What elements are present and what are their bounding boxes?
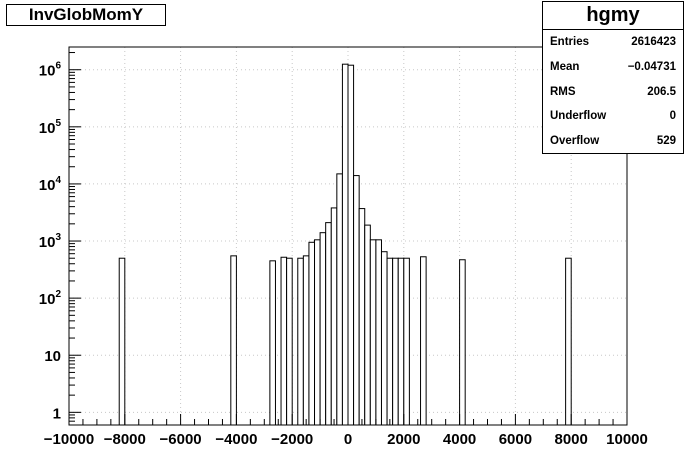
- stats-value: 529: [656, 135, 676, 148]
- y-tick-label: 10: [44, 348, 61, 365]
- histogram-bar: [280, 256, 288, 426]
- stats-label: Mean: [550, 60, 580, 73]
- stats-label: RMS: [550, 85, 576, 98]
- x-tick-label: 10000: [606, 431, 648, 448]
- grid-lines: [68, 47, 628, 425]
- y-tick-label: 106: [39, 61, 62, 80]
- histogram-bar: [358, 208, 366, 426]
- histogram-bar: [286, 257, 293, 426]
- x-tick-label: −4000: [215, 431, 257, 448]
- histogram-bars: [118, 63, 572, 426]
- histogram-bar: [397, 257, 405, 426]
- x-tick-label: 0: [344, 431, 352, 448]
- histogram-bar: [420, 256, 427, 426]
- histogram-bar: [459, 259, 466, 426]
- histogram-bar: [118, 257, 126, 426]
- histogram-bar: [336, 173, 343, 426]
- x-tick-label: 6000: [499, 431, 532, 448]
- histogram-bar: [319, 232, 327, 426]
- histogram-bar: [308, 241, 316, 426]
- histogram-bar: [369, 239, 377, 426]
- histogram-bar: [230, 255, 237, 426]
- x-tick-label: 8000: [555, 431, 588, 448]
- stats-value: 206.5: [647, 85, 676, 98]
- histogram-bar: [341, 63, 349, 426]
- stats-value: −0.04731: [627, 60, 676, 73]
- y-tick-label: 105: [39, 118, 62, 137]
- histogram-bar: [565, 257, 572, 426]
- histogram-bar: [386, 257, 394, 426]
- histogram-bar: [330, 207, 338, 426]
- x-tick-label: −8000: [104, 431, 146, 448]
- stats-row-entries: Entries 2616423: [543, 30, 683, 55]
- y-tick-label: 102: [39, 289, 62, 308]
- histogram-bar: [392, 257, 399, 426]
- stats-label: Entries: [550, 36, 589, 48]
- stats-label: Overflow: [550, 135, 600, 148]
- stats-value: 2616423: [631, 36, 676, 48]
- histogram-bar: [269, 260, 276, 426]
- histogram-bar: [380, 251, 388, 426]
- histogram-bar: [325, 222, 332, 426]
- chart-title: InvGlobMomY: [6, 4, 166, 26]
- stats-row-rms: RMS 206.5: [543, 80, 683, 105]
- y-tick-label: 1: [53, 405, 61, 422]
- x-tick-label: −6000: [160, 431, 202, 448]
- y-tick-label: 103: [39, 232, 62, 251]
- histogram-bar: [353, 175, 360, 426]
- stats-row-overflow: Overflow 529: [543, 129, 683, 154]
- histogram-bar: [347, 64, 355, 426]
- stats-histogram-name: hgmy: [543, 2, 683, 30]
- x-tick-label: −10000: [44, 431, 94, 448]
- stats-row-mean: Mean −0.04731: [543, 55, 683, 80]
- x-axis: −10000 −8000 −6000 −4000 −2000 0 2000 4000 6000 8…: [44, 414, 648, 448]
- histogram-bar: [302, 255, 310, 426]
- histogram-bar: [297, 257, 304, 426]
- y-axis: 1 10 102 103 104 105 106: [39, 52, 81, 426]
- stats-box: hgmy Entries 2616423 Mean −0.04731 RMS 2…: [542, 1, 684, 154]
- y-tick-label: 104: [39, 175, 62, 194]
- histogram-bar: [364, 224, 371, 426]
- histogram-bar: [403, 257, 410, 426]
- histogram-bar: [375, 239, 382, 426]
- x-tick-label: 2000: [387, 431, 420, 448]
- stats-row-underflow: Underflow 0: [543, 104, 683, 129]
- stats-label: Underflow: [550, 110, 607, 123]
- x-tick-label: −2000: [271, 431, 313, 448]
- stats-value: 0: [669, 110, 676, 123]
- histogram-bar: [314, 239, 321, 426]
- x-tick-label: 4000: [443, 431, 476, 448]
